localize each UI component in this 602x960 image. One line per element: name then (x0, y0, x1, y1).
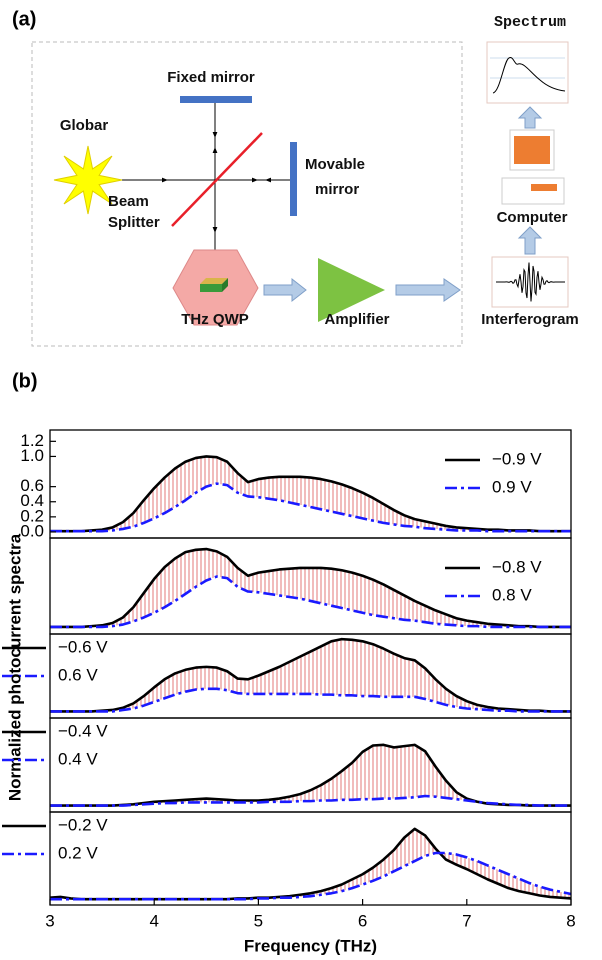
x-tick-label: 3 (45, 911, 54, 930)
x-tick-label: 6 (358, 911, 367, 930)
beam-splitter-label: Splitter (108, 214, 160, 231)
qwp-label: THz QWP (181, 311, 249, 328)
legend-label: 0.8 V (492, 585, 532, 604)
legend-label: 0.2 V (58, 843, 98, 862)
computer-label: Computer (497, 209, 568, 226)
flow-arrow (519, 227, 541, 254)
x-tick-label: 7 (462, 911, 471, 930)
y-tick-label: 1.2 (20, 431, 44, 450)
legend-label: −0.4 V (58, 721, 108, 740)
spectrum-label: Spectrum (494, 14, 566, 31)
page: {"panel_a": {"label": "(a)", "fixed_mirr… (0, 0, 602, 960)
charts: −0.9 V0.9 V0.00.20.40.61.01.2−0.8 V0.8 V… (2, 430, 576, 955)
flow-arrow (519, 107, 541, 128)
globar-label: Globar (60, 117, 109, 134)
difference-fill (50, 745, 571, 806)
panel-label: (b) (12, 370, 38, 392)
spectrum-box (487, 42, 568, 103)
movable-mirror (290, 142, 297, 216)
movable-mirror-label: mirror (315, 181, 359, 198)
panel-frame (50, 812, 571, 905)
legend-label: −0.8 V (492, 557, 542, 576)
legend-label: 0.9 V (492, 477, 532, 496)
qwp-chip (200, 284, 222, 292)
x-tick-label: 8 (566, 911, 575, 930)
legend-label: 0.6 V (58, 665, 98, 684)
amplifier-label: Amplifier (324, 311, 389, 328)
x-tick-label: 5 (254, 911, 263, 930)
computer-screen (514, 136, 550, 164)
legend-label: −0.6 V (58, 637, 108, 656)
y-tick-label: 0.6 (20, 476, 44, 495)
difference-fill (50, 829, 571, 899)
legend-label: −0.2 V (58, 815, 108, 834)
interferogram-label: Interferogram (481, 311, 579, 328)
panel-label: (a) (12, 8, 36, 30)
beam-splitter-label: Beam (108, 193, 149, 210)
figure: (a) Fixed mirror Movable mirror Globar B… (0, 0, 602, 960)
series-line (50, 829, 571, 899)
computer-drive (531, 184, 557, 191)
legend-label: −0.9 V (492, 449, 542, 468)
difference-fill (50, 639, 571, 711)
x-axis-label: Frequency (THz) (244, 936, 377, 955)
x-tick-label: 4 (149, 911, 158, 930)
flow-arrow (264, 279, 306, 301)
movable-mirror-label: Movable (305, 156, 365, 173)
legend-label: 0.4 V (58, 749, 98, 768)
page-body: (a) Fixed mirror Movable mirror Globar B… (0, 0, 602, 960)
fixed-mirror-label: Fixed mirror (167, 69, 255, 86)
flow-arrow (396, 279, 460, 301)
fixed-mirror (180, 96, 252, 103)
